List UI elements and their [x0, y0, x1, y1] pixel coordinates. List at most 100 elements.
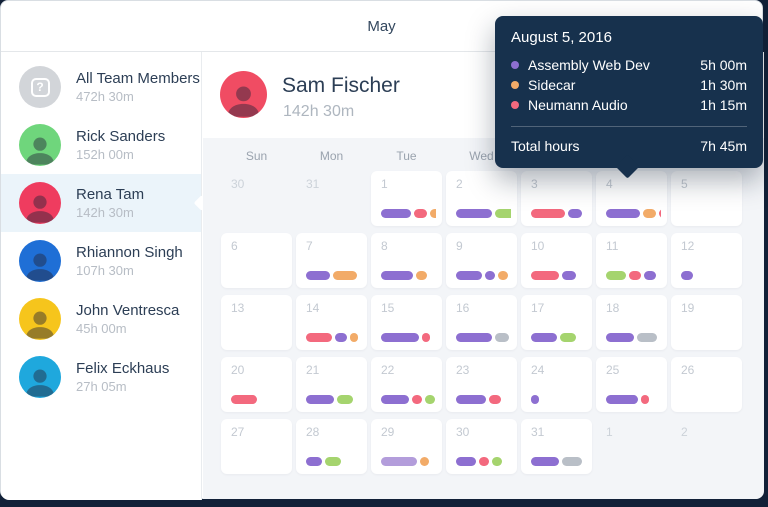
time-entry-pill[interactable]: [492, 457, 502, 466]
time-entry-pill[interactable]: [337, 395, 353, 404]
time-entry-pill[interactable]: [422, 333, 430, 342]
calendar-day-cell[interactable]: 28: [296, 419, 367, 474]
app-window: May ? All Team Members 472h 30m ? Rick S…: [0, 0, 763, 499]
calendar-day-cell[interactable]: 18: [596, 295, 667, 350]
calendar-day-cell[interactable]: 3: [521, 171, 592, 226]
time-entry-pill[interactable]: [560, 333, 576, 342]
time-entry-pill[interactable]: [456, 209, 492, 218]
time-entry-pill[interactable]: [568, 209, 582, 218]
time-entry-pill[interactable]: [606, 333, 634, 342]
calendar-day-cell[interactable]: 1: [596, 419, 667, 474]
calendar-day-cell[interactable]: 20: [221, 357, 292, 412]
time-entry-pill[interactable]: [456, 333, 492, 342]
sidebar-member-item[interactable]: ? Felix Eckhaus 27h 05m: [1, 348, 201, 406]
calendar-day-cell[interactable]: 22: [371, 357, 442, 412]
calendar-day-cell[interactable]: 14: [296, 295, 367, 350]
calendar-day-cell[interactable]: 31: [521, 419, 592, 474]
time-entry-pill[interactable]: [606, 271, 626, 280]
calendar-day-cell[interactable]: 7: [296, 233, 367, 288]
time-entry-pill[interactable]: [231, 395, 257, 404]
weekday-label: Sun: [245, 149, 268, 163]
time-entry-pill[interactable]: [306, 457, 322, 466]
time-entry-pill[interactable]: [420, 457, 429, 466]
calendar-day-cell[interactable]: 1: [371, 171, 442, 226]
time-entry-pill[interactable]: [335, 333, 347, 342]
time-entry-pill[interactable]: [416, 271, 427, 280]
time-entry-pill[interactable]: [325, 457, 341, 466]
calendar-day-cell[interactable]: 19: [671, 295, 742, 350]
time-entry-pill[interactable]: [425, 395, 435, 404]
time-entry-pills: [531, 457, 586, 466]
time-entry-pill[interactable]: [606, 395, 638, 404]
calendar-day-cell[interactable]: 2: [446, 171, 517, 226]
time-entry-pill[interactable]: [381, 395, 409, 404]
calendar-day-cell[interactable]: 9: [446, 233, 517, 288]
calendar-day-cell[interactable]: 31: [296, 171, 367, 226]
calendar-day-cell[interactable]: 27: [221, 419, 292, 474]
time-entry-pill[interactable]: [333, 271, 357, 280]
time-entry-pill[interactable]: [306, 395, 334, 404]
calendar-day-cell[interactable]: 15: [371, 295, 442, 350]
time-entry-pill[interactable]: [430, 209, 436, 218]
calendar-day-cell[interactable]: 24: [521, 357, 592, 412]
time-entry-pill[interactable]: [531, 271, 559, 280]
time-entry-pill[interactable]: [498, 271, 508, 280]
calendar-day-cell[interactable]: 8: [371, 233, 442, 288]
calendar-day-cell[interactable]: 23: [446, 357, 517, 412]
calendar-day-cell[interactable]: 29: [371, 419, 442, 474]
time-entry-pill[interactable]: [381, 457, 417, 466]
time-entry-pill[interactable]: [641, 395, 649, 404]
time-entry-pill[interactable]: [606, 209, 640, 218]
calendar-day-cell[interactable]: 13: [221, 295, 292, 350]
time-entry-pill[interactable]: [489, 395, 501, 404]
month-label[interactable]: May: [367, 18, 396, 35]
time-entry-pill[interactable]: [479, 457, 489, 466]
time-entry-pill[interactable]: [306, 271, 330, 280]
time-entry-pills: [306, 333, 361, 342]
time-entry-pill[interactable]: [681, 271, 693, 280]
calendar-day-cell[interactable]: 30: [221, 171, 292, 226]
sidebar-member-item[interactable]: ? All Team Members 472h 30m: [1, 58, 201, 116]
time-entry-pill[interactable]: [456, 457, 476, 466]
time-entry-pill[interactable]: [381, 333, 419, 342]
calendar-day-cell[interactable]: 21: [296, 357, 367, 412]
time-entry-pill[interactable]: [381, 209, 411, 218]
time-entry-pill[interactable]: [495, 209, 511, 218]
time-entry-pill[interactable]: [306, 333, 332, 342]
time-entry-pill[interactable]: [531, 395, 539, 404]
time-entry-pill[interactable]: [495, 333, 509, 342]
time-entry-pill[interactable]: [350, 333, 358, 342]
calendar-day-cell[interactable]: 16: [446, 295, 517, 350]
sidebar-member-item[interactable]: ? Rhiannon Singh 107h 30m: [1, 232, 201, 290]
time-entry-pill[interactable]: [531, 457, 559, 466]
time-entry-pill[interactable]: [531, 333, 557, 342]
calendar-day-cell[interactable]: 10: [521, 233, 592, 288]
sidebar-member-item[interactable]: ? Rena Tam 142h 30m: [1, 174, 201, 232]
time-entry-pill[interactable]: [659, 209, 661, 218]
calendar-day-cell[interactable]: 30: [446, 419, 517, 474]
calendar-day-cell[interactable]: 17: [521, 295, 592, 350]
time-entry-pill[interactable]: [637, 333, 657, 342]
time-entry-pill[interactable]: [414, 209, 427, 218]
time-entry-pill[interactable]: [381, 271, 413, 280]
time-entry-pill[interactable]: [412, 395, 422, 404]
time-entry-pill[interactable]: [629, 271, 641, 280]
sidebar-member-item[interactable]: ? Rick Sanders 152h 00m: [1, 116, 201, 174]
calendar-day-cell[interactable]: 4: [596, 171, 667, 226]
calendar-day-cell[interactable]: 26: [671, 357, 742, 412]
time-entry-pill[interactable]: [531, 209, 565, 218]
calendar-day-cell[interactable]: 2: [671, 419, 742, 474]
time-entry-pill[interactable]: [456, 271, 482, 280]
calendar-day-cell[interactable]: 25: [596, 357, 667, 412]
time-entry-pill[interactable]: [562, 457, 582, 466]
time-entry-pill[interactable]: [562, 271, 576, 280]
calendar-day-cell[interactable]: 12: [671, 233, 742, 288]
time-entry-pill[interactable]: [644, 271, 656, 280]
calendar-day-cell[interactable]: 11: [596, 233, 667, 288]
time-entry-pill[interactable]: [485, 271, 495, 280]
calendar-day-cell[interactable]: 6: [221, 233, 292, 288]
calendar-day-cell[interactable]: 5: [671, 171, 742, 226]
sidebar-member-item[interactable]: ? John Ventresca 45h 00m: [1, 290, 201, 348]
time-entry-pill[interactable]: [456, 395, 486, 404]
time-entry-pill[interactable]: [643, 209, 656, 218]
